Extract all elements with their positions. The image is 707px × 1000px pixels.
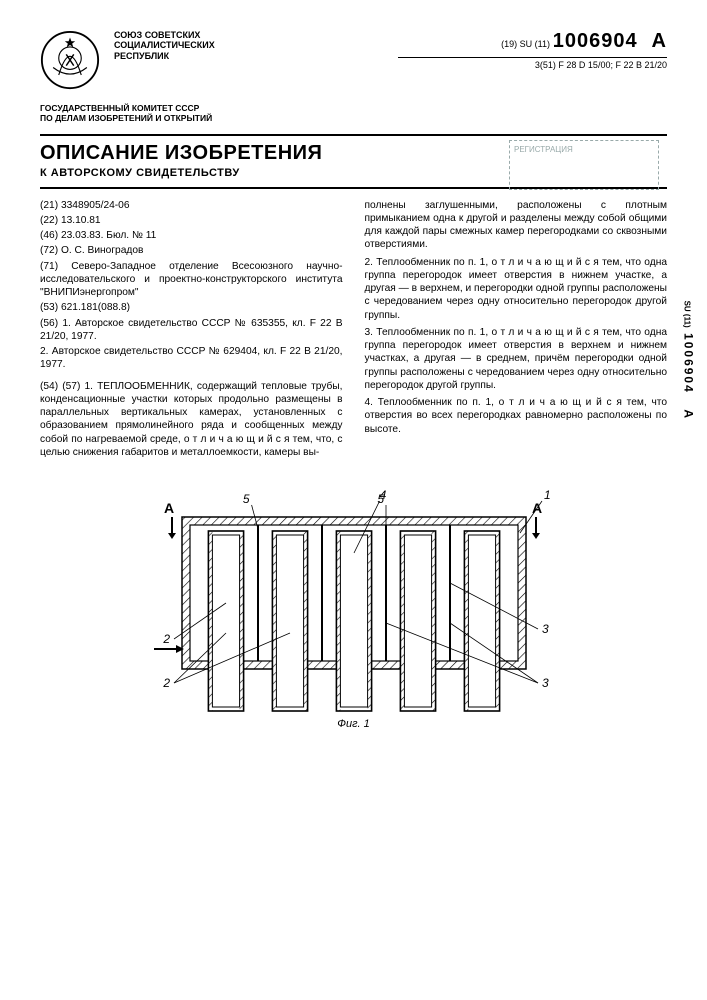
issuer-line: РЕСПУБЛИК	[114, 51, 384, 61]
issuer-line: СОЮЗ СОВЕТСКИХ	[114, 30, 384, 40]
biblio-56b: 2. Авторское свидетельство СССР № 629404…	[40, 345, 343, 372]
biblio-53: (53) 621.181(088.8)	[40, 301, 343, 314]
side-num: 1006904	[681, 333, 695, 394]
claim-1a: (54) (57) 1. ТЕПЛООБМЕННИК, содержащий т…	[40, 380, 343, 460]
claim-4: 4. Теплообменник по п. 1, о т л и ч а ю …	[365, 396, 668, 436]
claim-2: 2. Теплообменник по п. 1, о т л и ч а ю …	[365, 256, 668, 322]
gov-line: ПО ДЕЛАМ ИЗОБРЕТЕНИЙ И ОТКРЫТИЙ	[40, 114, 667, 124]
biblio-22: (22) 13.10.81	[40, 214, 343, 227]
stamp-text: РЕГИСТРАЦИЯ	[514, 145, 573, 154]
pub-prefix: (19) SU (11)	[501, 39, 550, 49]
svg-text:3: 3	[542, 622, 549, 636]
claims-left: (54) (57) 1. ТЕПЛООБМЕННИК, содержащий т…	[40, 380, 343, 460]
biblio-71: (71) Северо-Западное отделение Всесоюзно…	[40, 260, 343, 300]
ipc-codes: F 28 D 15/00; F 22 B 21/20	[558, 60, 667, 70]
left-column: (21) 3348905/24-06 (22) 13.10.81 (46) 23…	[40, 199, 343, 464]
pub-number: 1006904	[553, 30, 638, 52]
side-suf: A	[681, 409, 695, 420]
issuer-block: СОЮЗ СОВЕТСКИХ СОЦИАЛИСТИЧЕСКИХ РЕСПУБЛИ…	[114, 30, 384, 61]
figure-1: AA55412233 Фиг. 1	[40, 473, 667, 730]
issuer-line: СОЦИАЛИСТИЧЕСКИХ	[114, 40, 384, 50]
side-publication-number: SU (11) 1006904 A	[681, 301, 695, 420]
svg-text:5: 5	[242, 492, 249, 506]
claim-1b: полнены заглушенными, расположены с плот…	[365, 199, 668, 252]
figure-caption: Фиг. 1	[40, 718, 667, 730]
ipc-line: 3(51) F 28 D 15/00; F 22 B 21/20	[398, 57, 668, 70]
svg-text:4: 4	[379, 488, 386, 502]
svg-text:2: 2	[162, 676, 170, 690]
svg-text:A: A	[164, 500, 174, 516]
pub-suffix: A	[652, 30, 667, 52]
ussr-emblem-icon	[40, 30, 100, 90]
registration-stamp: РЕГИСТРАЦИЯ	[509, 140, 659, 190]
right-column: полнены заглушенными, расположены с плот…	[365, 199, 668, 464]
biblio-56a: (56) 1. Авторское свидетельство СССР № 6…	[40, 317, 343, 344]
biblio-21: (21) 3348905/24-06	[40, 199, 343, 212]
header: СОЮЗ СОВЕТСКИХ СОЦИАЛИСТИЧЕСКИХ РЕСПУБЛИ…	[40, 30, 667, 98]
side-pre: SU (11)	[682, 301, 691, 328]
svg-text:1: 1	[544, 488, 551, 502]
biblio-72: (72) О. С. Виноградов	[40, 244, 343, 257]
gov-committee: ГОСУДАРСТВЕННЫЙ КОМИТЕТ СССР ПО ДЕЛАМ ИЗ…	[40, 104, 667, 124]
publication-number: (19) SU (11) 1006904 A 3(51) F 28 D 15/0…	[398, 30, 668, 70]
biblio-46: (46) 23.03.83. Бюл. № 11	[40, 229, 343, 242]
biblio-block: (21) 3348905/24-06 (22) 13.10.81 (46) 23…	[40, 199, 343, 372]
ipc-label: 3(51)	[535, 60, 556, 70]
body-columns: (21) 3348905/24-06 (22) 13.10.81 (46) 23…	[40, 199, 667, 464]
claim-3: 3. Теплообменник по п. 1, о т л и ч а ю …	[365, 326, 668, 392]
svg-text:2: 2	[162, 632, 170, 646]
svg-text:3: 3	[542, 676, 549, 690]
figure-svg: AA55412233	[144, 473, 564, 713]
